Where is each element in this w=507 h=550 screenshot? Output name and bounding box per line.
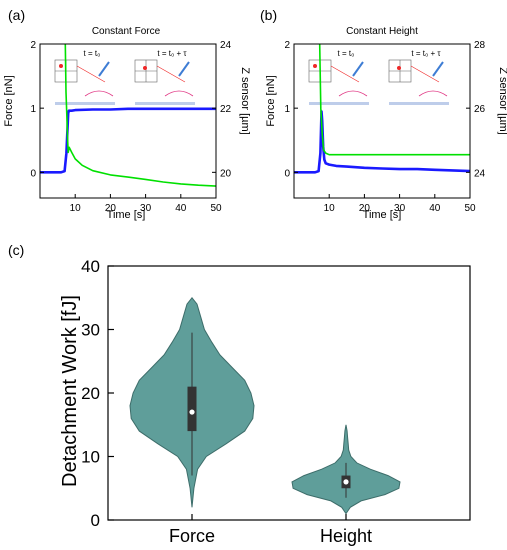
panel-a-constant-force: Constant Force Time [s] Force [nN] Z sen… (3, 26, 251, 221)
panel-b-x-axis-label: Time [s] (363, 209, 402, 221)
panel-b-inset-substrate-left (309, 102, 369, 105)
panel-b-x-tick-label-40: 40 (429, 203, 441, 214)
panel-a-title: Constant Force (92, 26, 161, 37)
panel-c-y-tick-label-20: 20 (81, 384, 100, 403)
panel-b-inset-label-t0: t = t₀ (338, 49, 355, 58)
panel-a-x-tick-label-50: 50 (210, 203, 222, 214)
panel-b-constant-height: Constant Height Time [s] Force [nN] Z se… (265, 26, 507, 221)
panel-b-inset-laser-left (330, 65, 360, 83)
panel-a-y-tick-label-1: 1 (30, 104, 36, 115)
panel-c-y-axis-label: Detachment Work [fJ] (59, 295, 81, 487)
panel-a-x-tick-label-30: 30 (140, 203, 152, 214)
panel-a-inset-laser-left (76, 65, 106, 83)
panel-c-x-tick-label-height: Height (320, 526, 372, 546)
panel-c-y-tick-label-0: 0 (91, 511, 100, 530)
panel-b-title: Constant Height (346, 26, 418, 37)
panel-a-inset-label-t0: t = t₀ (84, 49, 101, 58)
panel-b-x-tick-label-30: 30 (394, 203, 406, 214)
panel-b-y-tick-label-0: 0 (284, 168, 290, 179)
panel-b-right-tick-label-26: 26 (474, 104, 486, 115)
violin-median-force (189, 409, 195, 415)
panel-c-x-tick-label-force: Force (169, 526, 215, 546)
panel-b-right-axis-label: Z sensor [µm] (497, 67, 507, 134)
panel-a-zsensor-series (64, 44, 216, 187)
panel-a-inset-cantilever-right (178, 61, 190, 77)
panel-a-inset-substrate-right (135, 102, 195, 105)
panel-c-y-tick-label-40: 40 (81, 257, 100, 276)
panel-b-y-tick-label-1: 1 (284, 104, 290, 115)
panel-b-x-tick-label-10: 10 (324, 203, 336, 214)
panel-a-x-tick-label-20: 20 (105, 203, 117, 214)
panel-b-inset-laser-right (410, 65, 440, 83)
panel-a-inset-cantilever-left (98, 61, 110, 77)
panel-b-inset-cantilever-left (352, 61, 364, 77)
panel-b-force-series (294, 110, 470, 174)
violin-box-force (187, 386, 197, 432)
panel-a-x-tick-label-40: 40 (175, 203, 187, 214)
panel-label-c: (c) (8, 242, 24, 258)
panel-b-inset-detector-right (388, 59, 412, 83)
panel-a-right-tick-label-20: 20 (220, 168, 232, 179)
panel-a-y-tick-label-0: 0 (30, 168, 36, 179)
panel-c-y-tick-label-30: 30 (81, 321, 100, 340)
panel-a-right-axis-label: Z sensor [µm] (239, 67, 251, 134)
panel-b-plot-frame (293, 43, 471, 199)
panel-b-inset-cell-left (338, 90, 368, 97)
panel-b-inset-substrate-right (389, 102, 449, 105)
panel-label-a: (a) (8, 7, 25, 23)
panel-c-y-tick-label-10: 10 (81, 448, 100, 467)
panel-b-right-tick-label-28: 28 (474, 40, 486, 51)
panel-a-y-tick-label-2: 2 (30, 40, 36, 51)
panel-b-x-tick-label-50: 50 (464, 203, 476, 214)
panel-label-b: (b) (260, 7, 277, 23)
panel-b-x-tick-label-20: 20 (359, 203, 371, 214)
panel-a-inset-laser-right (156, 65, 186, 83)
panel-b-inset-schematic (308, 59, 449, 105)
panel-a-x-tick-label-10: 10 (70, 203, 82, 214)
panel-b-zsensor-series (318, 44, 470, 156)
panel-a-inset-substrate-left (55, 102, 115, 105)
panel-b-right-tick-label-24: 24 (474, 168, 486, 179)
panel-b-y-tick-label-2: 2 (284, 40, 290, 51)
panel-a-inset-cell-right (164, 90, 194, 97)
violin-median-height (343, 479, 349, 485)
panel-a-x-axis-label: Time [s] (107, 209, 146, 221)
panel-a-inset-cell-left (84, 90, 114, 97)
panel-a-inset-detector-right (134, 59, 158, 83)
panel-a-y-axis-label: Force [nN] (3, 75, 15, 126)
panel-a-force-series (40, 107, 216, 174)
panel-b-inset-cell-right (418, 90, 448, 97)
panel-b-inset-cantilever-right (432, 61, 444, 77)
panel-b-inset-label-t0-tau: t = t₀ + τ (411, 49, 441, 58)
panel-a-inset-schematic (54, 59, 195, 105)
panel-a-right-tick-label-24: 24 (220, 40, 232, 51)
panel-b-y-axis-label: Force [nN] (265, 75, 277, 126)
panel-a-right-tick-label-22: 22 (220, 104, 232, 115)
panel-c-violin-plot: Detachment Work [fJ] 0 10 20 30 40 Force Heigh… (59, 257, 471, 546)
panel-a-plot-frame (39, 43, 217, 199)
panel-a-inset-label-t0-tau: t = t₀ + τ (157, 49, 187, 58)
